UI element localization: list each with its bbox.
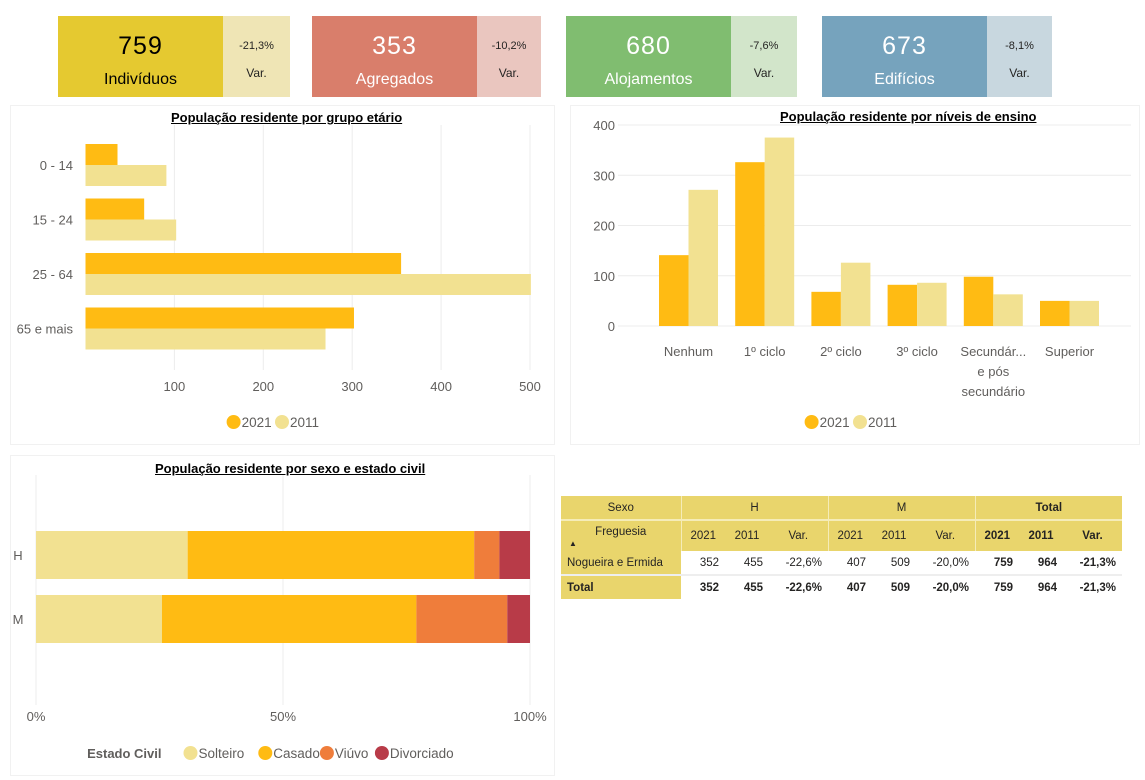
- kpi-variation-label: Var.: [1009, 66, 1030, 80]
- matrix-total-cell: 455: [725, 575, 769, 599]
- kpi-card-individuos: 759 Indivíduos -21,3% Var.: [58, 16, 290, 97]
- kpi-value: 759: [118, 32, 163, 60]
- matrix-total-row: Total 352 455 -22,6% 407 509 -20,0% 759 …: [561, 575, 1122, 599]
- matrix-group-header[interactable]: H: [680, 496, 828, 521]
- matrix-col-header[interactable]: Var.: [769, 520, 828, 551]
- kpi-label: Edifícios: [874, 71, 935, 88]
- matrix-row-label[interactable]: Nogueira e Ermida: [561, 551, 681, 576]
- kpi-variation-value: -8,1%: [1005, 40, 1034, 52]
- matrix-col-header[interactable]: 2011: [872, 520, 916, 551]
- matrix-row-field-label: Freguesia: [595, 526, 647, 538]
- matrix-total-cell: -22,6%: [769, 575, 828, 599]
- matrix-total-cell: 352: [681, 575, 725, 599]
- kpi-label: Alojamentos: [604, 71, 693, 88]
- kpi-variation: -10,2% Var.: [477, 16, 541, 97]
- matrix-row-header-label: Sexo: [561, 496, 681, 521]
- matrix-cell: -22,6%: [769, 551, 828, 576]
- matrix-total-cell: 964: [1019, 575, 1063, 599]
- education-chart-title: População residente por níveis de ensino: [780, 109, 1037, 124]
- matrix-cell: 455: [725, 551, 769, 576]
- matrix-total-cell: 509: [872, 575, 916, 599]
- matrix-cell: 964: [1019, 551, 1063, 576]
- kpi-main: 353 Agregados: [312, 16, 477, 97]
- matrix-col-header[interactable]: 2021: [680, 520, 725, 551]
- matrix-total-cell: 407: [828, 575, 872, 599]
- kpi-variation-value: -7,6%: [749, 40, 779, 52]
- kpi-main: 680 Alojamentos: [566, 16, 731, 97]
- matrix-total-cell: -21,3%: [1063, 575, 1122, 599]
- kpi-card-edificios: 673 Edifícios -8,1% Var.: [822, 16, 1052, 97]
- matrix-col-header[interactable]: 2011: [725, 520, 769, 551]
- kpi-main: 759 Indivíduos: [58, 16, 223, 97]
- kpi-value: 353: [372, 32, 417, 60]
- kpi-variation: -8,1% Var.: [987, 16, 1052, 97]
- matrix-col-header[interactable]: 2011: [1019, 520, 1063, 551]
- matrix-cell: 407: [828, 551, 872, 576]
- kpi-label: Indivíduos: [104, 71, 177, 88]
- civil-chart-title: População residente por sexo e estado ci…: [155, 461, 426, 476]
- matrix-col-header[interactable]: Var.: [916, 520, 975, 551]
- matrix-cell: 759: [975, 551, 1019, 576]
- kpi-value: 680: [626, 32, 671, 60]
- kpi-variation: -21,3% Var.: [223, 16, 290, 97]
- matrix-col-header[interactable]: 2021: [827, 520, 872, 551]
- matrix-total-cell: 759: [975, 575, 1019, 599]
- matrix-cell: 509: [872, 551, 916, 576]
- matrix-group-header[interactable]: M: [827, 496, 975, 521]
- matrix-col-header[interactable]: Var.: [1063, 520, 1122, 551]
- kpi-value: 673: [882, 32, 927, 60]
- matrix-group-header[interactable]: Total: [974, 496, 1122, 521]
- matrix-row: Nogueira e Ermida 352 455 -22,6% 407 509…: [561, 551, 1122, 576]
- kpi-label: Agregados: [355, 71, 434, 88]
- matrix-total-cell: -20,0%: [916, 575, 975, 599]
- kpi-variation: -7,6% Var.: [731, 16, 797, 97]
- age-chart-panel: [10, 105, 555, 445]
- kpi-card-agregados: 353 Agregados -10,2% Var.: [312, 16, 541, 97]
- civil-chart-panel: [10, 455, 555, 776]
- matrix-cell: -20,0%: [916, 551, 975, 576]
- kpi-main: 673 Edifícios: [822, 16, 987, 97]
- population-matrix: Sexo H M Total Freguesia ▲ 2021 2011 Var…: [561, 496, 1122, 599]
- kpi-variation-label: Var.: [753, 66, 775, 80]
- matrix-total-label: Total: [561, 575, 681, 599]
- matrix-col-header[interactable]: 2021: [974, 520, 1019, 551]
- matrix-cell: 352: [681, 551, 725, 576]
- education-chart-panel: [570, 105, 1140, 445]
- kpi-variation-value: -21,3%: [239, 40, 274, 52]
- sort-ascending-icon[interactable]: ▲: [569, 539, 577, 548]
- kpi-variation-label: Var.: [498, 66, 520, 80]
- age-chart-title: População residente por grupo etário: [171, 110, 403, 125]
- kpi-variation-value: -10,2%: [491, 40, 527, 52]
- kpi-card-alojamentos: 680 Alojamentos -7,6% Var.: [566, 16, 797, 97]
- matrix-cell: -21,3%: [1063, 551, 1122, 576]
- kpi-variation-label: Var.: [246, 66, 267, 80]
- matrix-row-field-header[interactable]: Freguesia ▲: [561, 520, 681, 551]
